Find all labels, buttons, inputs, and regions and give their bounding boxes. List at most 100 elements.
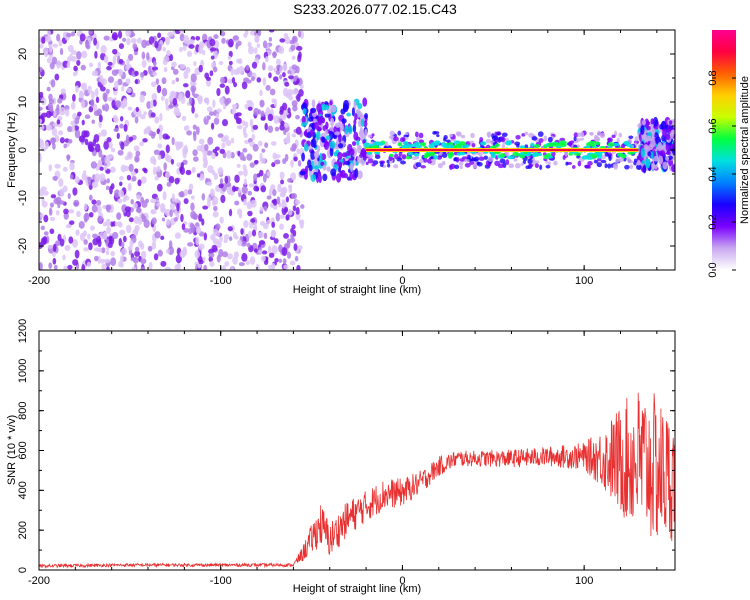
spectrogram-carrier-halo <box>420 165 427 169</box>
spectrogram-noise-blob <box>39 106 43 111</box>
spectrogram-noise-blob <box>179 63 186 70</box>
spectrogram-noise-blob <box>241 252 248 262</box>
spectrogram-noise-blob <box>51 127 58 137</box>
spectrogram-noise-blob <box>39 66 43 73</box>
spectrogram-carrier-band <box>627 151 635 155</box>
spectrogram-noise-blob <box>140 266 146 270</box>
spectrogram-broad-blob <box>672 139 675 148</box>
spectrogram-noise-blob <box>101 154 105 163</box>
spectrogram-carrier-halo <box>483 155 489 160</box>
spectrogram-noise-blob <box>221 37 226 44</box>
spectrogram-carrier-halo <box>449 133 454 138</box>
spectrogram-carrier-band <box>546 153 552 158</box>
spectrogram-noise-blob <box>111 99 116 109</box>
spectrogram-noise-blob <box>106 178 110 184</box>
spectrogram-noise-blob <box>143 168 148 174</box>
spectrogram-noise-blob <box>286 240 291 249</box>
spectrogram-noise-blob <box>229 236 233 241</box>
spectrogram-noise-blob <box>149 100 154 109</box>
spectrogram-noise-blob <box>40 97 47 106</box>
snr-x-tick-label: 100 <box>575 575 593 587</box>
spectrogram-noise-blob <box>186 130 192 136</box>
spectrogram-broad-blob <box>311 99 316 108</box>
spectrogram-noise-blob <box>288 75 295 80</box>
spectrogram-noise-blob <box>84 138 89 146</box>
spectrogram-noise-blob <box>259 99 265 108</box>
spectrogram-noise-blob <box>126 37 131 46</box>
spectrogram-broad-blob <box>641 160 646 165</box>
spectrogram-noise-blob <box>122 197 127 203</box>
spectrogram-noise-blob <box>216 254 221 263</box>
spectrogram-noise-blob <box>258 249 263 254</box>
spectrogram-noise-blob <box>160 235 165 240</box>
spectrogram-noise-blob <box>156 84 162 94</box>
spectrogram-carrier-halo <box>562 155 566 160</box>
spectrogram-noise-blob <box>183 198 189 205</box>
spectrogram-broad-blob <box>662 129 667 137</box>
spectrogram-noise-blob <box>39 140 45 149</box>
spectrogram-noise-blob <box>119 181 123 187</box>
spectrogram-noise-blob <box>207 136 214 145</box>
spectrogram-broad-blob <box>660 120 667 130</box>
spectrogram-noise-blob <box>206 115 211 120</box>
spectrogram-noise-blob <box>195 236 200 246</box>
spectrogram-carrier-halo <box>597 130 601 136</box>
spectrogram-noise-blob <box>214 231 221 237</box>
spectrogram-noise-blob <box>165 171 170 178</box>
spectrogram-carrier-band <box>558 140 567 146</box>
spectrogram-noise-blob <box>234 200 240 206</box>
spectrogram-noise-blob <box>179 33 185 42</box>
spectrogram-carrier-halo <box>365 161 369 166</box>
spectrogram-noise-blob <box>218 183 224 189</box>
spectrogram-carrier-halo <box>367 158 374 164</box>
spectrogram-noise-blob <box>100 258 106 264</box>
spectrogram-noise-blob <box>125 134 130 143</box>
spectrogram-noise-blob <box>187 242 194 247</box>
spectrogram-carrier-halo <box>589 132 594 136</box>
spectrogram-noise-blob <box>210 188 215 198</box>
spectrogram-noise-blob <box>156 165 161 172</box>
spectrogram-noise-blob <box>103 55 109 64</box>
spectrogram-noise-blob <box>133 202 138 209</box>
spectrogram-noise-blob <box>103 140 110 150</box>
spectrogram-noise-blob <box>91 180 99 188</box>
spectrogram-noise-blob <box>282 258 287 265</box>
spectrogram-noise-blob <box>243 168 248 177</box>
spectrogram-noise-blob <box>203 158 208 167</box>
spectrogram-noise-blob <box>152 99 157 107</box>
spectrogram-noise-blob <box>259 89 263 97</box>
spectrogram-noise-blob <box>93 103 98 112</box>
spectrogram-noise-blob <box>83 213 90 222</box>
spectrogram-broad-blob <box>352 123 357 134</box>
spectrogram-noise-blob <box>297 160 302 167</box>
spectrogram-noise-blob <box>94 87 99 97</box>
spectrogram-broad-blob <box>349 172 353 181</box>
spectrogram-noise-blob <box>48 207 53 216</box>
snr-y-tick-label: 200 <box>17 521 29 539</box>
spectrogram-carrier-halo <box>505 159 510 166</box>
spectrogram-noise-blob <box>255 186 260 192</box>
spectrogram-noise-blob <box>193 132 197 142</box>
spectrogram-noise-blob <box>279 38 286 43</box>
spectrogram-noise-blob <box>96 199 102 206</box>
spectrogram-noise-blob <box>69 220 75 225</box>
spectrogram-noise-blob <box>154 205 158 210</box>
spectrogram-noise-blob <box>260 157 266 164</box>
spectrogram-noise-blob <box>39 118 43 124</box>
spectrogram-broad-blob <box>304 165 309 174</box>
spectrogram-noise-blob <box>219 148 226 154</box>
spectrogram-noise-blob <box>154 175 159 181</box>
spectrogram-noise-blob <box>216 108 222 113</box>
spectrogram-noise-blob <box>118 69 124 77</box>
spectrogram-noise-blob <box>67 126 73 133</box>
spectrogram-carrier-halo <box>487 156 494 163</box>
spectrogram-noise-blob <box>108 235 113 245</box>
spectrogram-noise-blob <box>293 76 298 82</box>
spectrogram-noise-blob <box>247 230 252 238</box>
spectrogram-carrier-halo <box>613 164 618 170</box>
spectrogram-noise-blob <box>215 223 221 230</box>
spectrogram-noise-blob <box>78 135 86 143</box>
spectrogram-noise-blob <box>88 30 93 35</box>
spectrogram-noise-blob <box>196 173 201 178</box>
spectrogram-noise-blob <box>127 182 132 192</box>
